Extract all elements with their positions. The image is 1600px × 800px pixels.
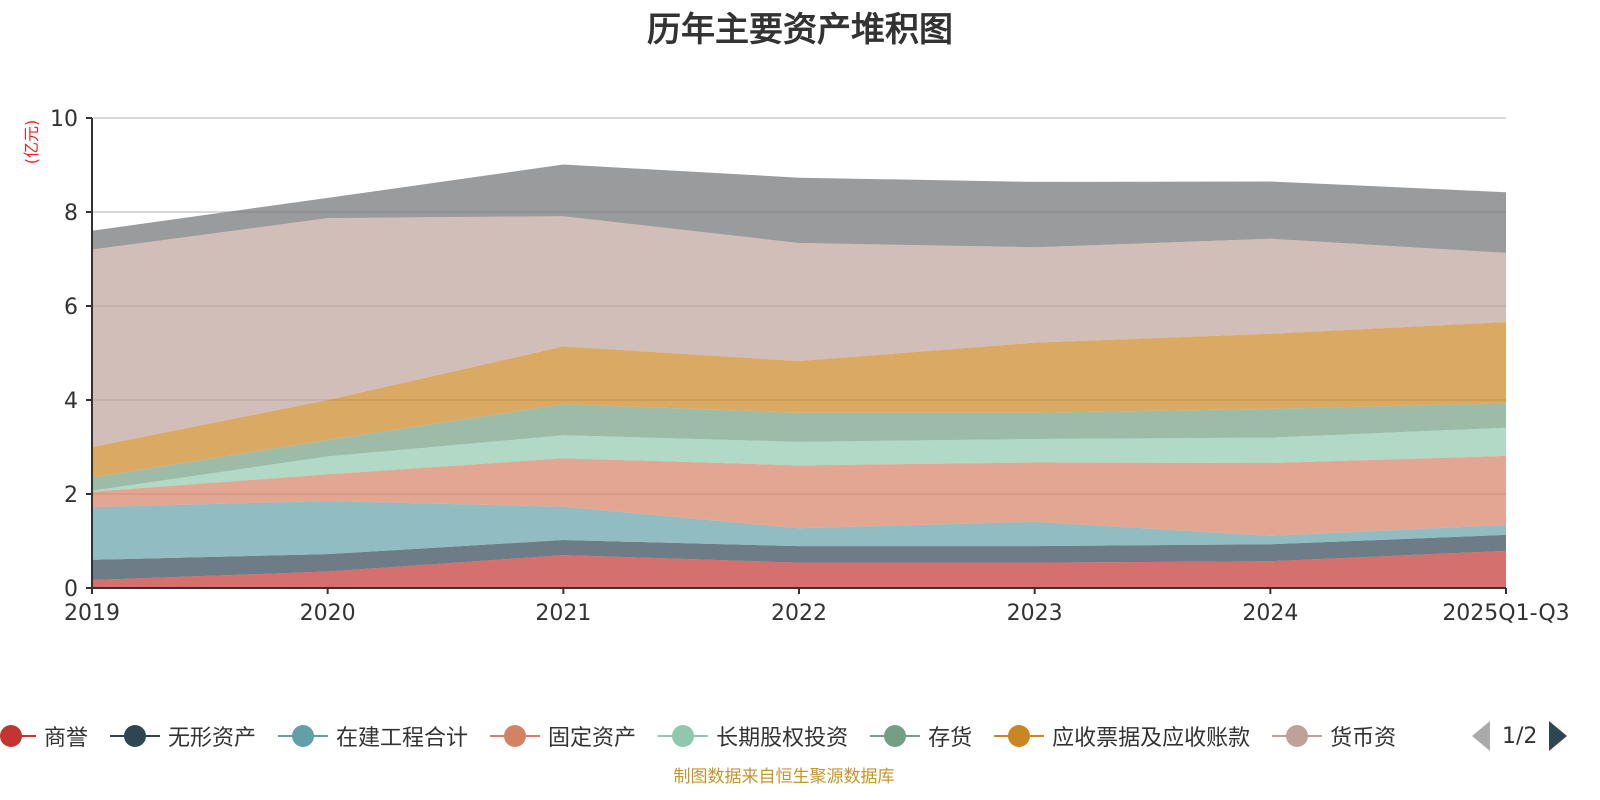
legend: 商誉 无形资产 在建工程合计 固定资产 长期股权投资 存货 应收票据及应收账款 货币资 — [0, 718, 1486, 754]
x-tick-label: 2023 — [1007, 601, 1063, 626]
y-tick-label: 4 — [64, 389, 78, 414]
legend-marker-icon — [994, 723, 1045, 749]
chart-title: 历年主要资产堆积图 — [647, 10, 953, 50]
area-series-6[interactable] — [92, 321, 1506, 478]
y-tick-label: 8 — [64, 201, 78, 226]
x-tick-label: 2025Q1-Q3 — [1442, 601, 1569, 626]
legend-item[interactable]: 无形资产 — [110, 720, 256, 752]
legend-item[interactable]: 商誉 — [0, 720, 88, 752]
legend-label: 货币资 — [1330, 726, 1397, 751]
legend-label: 商誉 — [44, 726, 89, 751]
legend-item[interactable]: 长期股权投资 — [658, 720, 848, 752]
legend-item[interactable]: 固定资产 — [490, 720, 636, 752]
area-series-8[interactable] — [92, 164, 1506, 253]
legend-label: 固定资产 — [548, 726, 637, 751]
legend-label: 在建工程合计 — [336, 726, 469, 751]
legend-page-indicator: 1/2 — [1502, 723, 1538, 749]
area-series-5[interactable] — [92, 403, 1506, 491]
area-series-2[interactable] — [92, 501, 1506, 560]
y-tick-label: 2 — [64, 483, 78, 508]
legend-marker-icon — [110, 723, 161, 749]
area-series-7[interactable] — [92, 216, 1506, 447]
legend-marker-icon — [490, 723, 541, 749]
chart-plot: 0 2 4 6 8 10 2019 2020 2021 2022 2023 2024 2025Q1-Q3… — [22, 107, 1570, 626]
area-series-1[interactable] — [92, 534, 1506, 581]
x-tick-label: 2020 — [300, 601, 356, 626]
y-tick-label: 10 — [50, 107, 78, 132]
legend-item[interactable]: 在建工程合计 — [278, 720, 468, 752]
x-tick-label: 2024 — [1242, 601, 1298, 626]
legend-prev-page-icon[interactable] — [1472, 721, 1490, 751]
y-axis-unit-label: (亿元) — [22, 120, 41, 165]
legend-marker-icon — [0, 723, 36, 749]
area-series — [92, 164, 1506, 588]
legend-next-page-icon[interactable] — [1549, 721, 1568, 751]
legend-label: 存货 — [928, 726, 973, 751]
legend-marker-icon — [658, 723, 709, 749]
axes: 0 2 4 6 8 10 2019 2020 2021 2022 2023 2024 2025Q1-Q3 — [50, 107, 1570, 626]
legend-marker-icon — [1272, 723, 1323, 749]
x-tick-label: 2022 — [771, 601, 827, 626]
legend-item[interactable]: 应收票据及应收账款 — [994, 720, 1250, 752]
x-tick-label: 2019 — [64, 601, 120, 626]
legend-marker-icon — [870, 723, 921, 749]
legend-item[interactable]: 货币资 — [1272, 720, 1396, 752]
area-series-3[interactable] — [92, 455, 1506, 536]
legend-label: 应收票据及应收账款 — [1052, 726, 1251, 751]
legend-label: 长期股权投资 — [716, 726, 849, 751]
x-tick-label: 2021 — [535, 601, 591, 626]
area-series-4[interactable] — [92, 427, 1506, 492]
legend-pager: 1/2 — [1472, 718, 1568, 754]
y-tick-label: 0 — [64, 577, 78, 602]
y-tick-label: 6 — [64, 295, 78, 320]
legend-item[interactable]: 存货 — [870, 720, 972, 752]
area-series-0[interactable] — [92, 550, 1506, 588]
data-source-note: 制图数据来自恒生聚源数据库 — [673, 767, 895, 787]
legend-marker-icon — [278, 723, 329, 749]
legend-label: 无形资产 — [168, 726, 257, 751]
